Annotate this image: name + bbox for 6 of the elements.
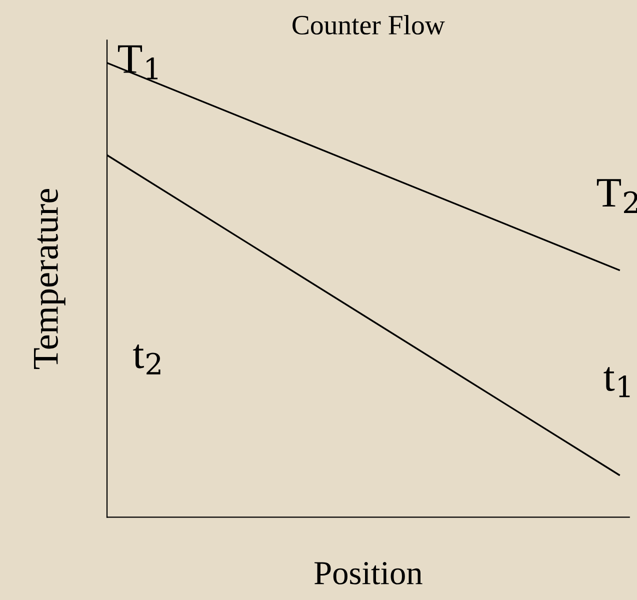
- annotation: t$_{2}$: [133, 344, 160, 374]
- chart-title: Counter Flow: [292, 15, 445, 35]
- annotation: t$_{1}$: [604, 367, 630, 398]
- x-axis-title: Position: [314, 562, 422, 584]
- y-axis-title: Temperature: [34, 188, 66, 370]
- annotation: T$_{1}$: [118, 45, 158, 80]
